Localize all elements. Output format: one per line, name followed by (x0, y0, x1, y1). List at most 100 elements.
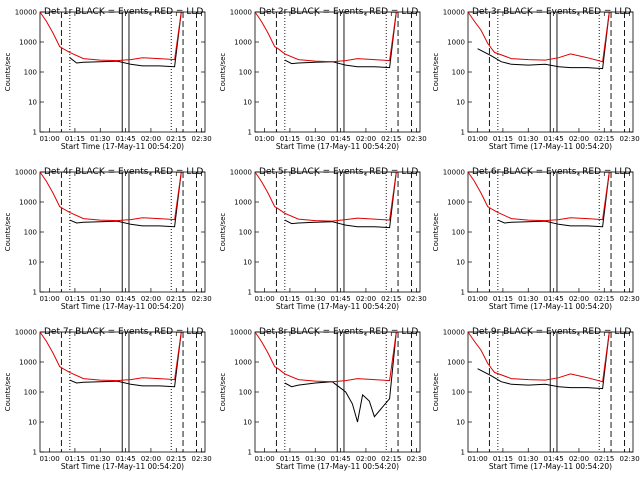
y-tick-label: 1 (248, 449, 252, 457)
y-tick-label: 100 (239, 69, 252, 77)
series-events (477, 331, 610, 390)
x-tick-label: 01:30 (305, 295, 325, 303)
series-events (497, 171, 610, 228)
x-tick-label: 01:15 (280, 135, 300, 143)
y-tick-label: 1000 (234, 359, 252, 367)
y-tick-label: 100 (239, 229, 252, 237)
y-tick-label: 1000 (234, 199, 252, 207)
y-tick-label: 1 (33, 289, 37, 297)
series-events (284, 171, 397, 229)
series-lld (39, 11, 182, 62)
x-tick-label: 01:00 (39, 295, 59, 303)
x-tick-label: 01:15 (493, 295, 513, 303)
x-tick-label: 01:45 (544, 295, 564, 303)
x-tick-label: 01:45 (331, 295, 351, 303)
x-tick-label: 02:00 (356, 295, 376, 303)
y-tick-label: 100 (24, 389, 37, 397)
x-tick-label: 02:30 (620, 455, 640, 463)
x-tick-label: 02:00 (141, 295, 161, 303)
x-tick-label: 01:30 (90, 135, 110, 143)
x-tick-label: 02:30 (407, 295, 427, 303)
y-tick-label: 100 (452, 229, 465, 237)
x-tick-label: 02:30 (192, 455, 212, 463)
x-tick-label: 02:15 (594, 135, 614, 143)
y-tick-label: 100 (24, 69, 37, 77)
x-tick-label: 02:15 (381, 295, 401, 303)
x-tick-label: 01:45 (544, 455, 564, 463)
x-tick-label: 02:15 (166, 455, 186, 463)
x-tick-label: 01:00 (39, 455, 59, 463)
x-tick-label: 02:30 (620, 295, 640, 303)
x-tick-label: 02:30 (192, 135, 212, 143)
y-axis-label: Counts/sec (432, 53, 440, 92)
x-tick-label: 01:00 (467, 135, 487, 143)
x-tick-label: 02:15 (594, 455, 614, 463)
y-tick-label: 100 (239, 389, 252, 397)
x-tick-label: 01:45 (116, 295, 136, 303)
x-axis-label: Start Time (17-May-11 00:54:20) (61, 302, 184, 311)
y-tick-label: 10000 (443, 329, 465, 337)
x-tick-label: 02:30 (620, 135, 640, 143)
y-axis-label: Counts/sec (219, 213, 227, 252)
y-tick-label: 10 (456, 419, 465, 427)
x-tick-label: 01:00 (39, 135, 59, 143)
y-tick-label: 10 (28, 419, 37, 427)
x-axis-label: Start Time (17-May-11 00:54:20) (489, 302, 612, 311)
x-tick-label: 02:00 (141, 455, 161, 463)
x-tick-label: 01:00 (254, 455, 274, 463)
series-lld (254, 11, 397, 63)
x-tick-label: 02:00 (569, 135, 589, 143)
series-lld (39, 171, 182, 222)
x-tick-label: 01:30 (305, 135, 325, 143)
y-tick-label: 10000 (15, 329, 37, 337)
y-tick-label: 10 (456, 99, 465, 107)
x-tick-label: 02:00 (569, 455, 589, 463)
series-events (69, 331, 182, 388)
y-tick-label: 1000 (234, 39, 252, 47)
x-axis-label: Start Time (17-May-11 00:54:20) (61, 462, 184, 471)
x-tick-label: 02:15 (381, 455, 401, 463)
x-tick-label: 01:45 (544, 135, 564, 143)
x-tick-label: 02:30 (192, 295, 212, 303)
x-tick-label: 02:00 (356, 455, 376, 463)
x-tick-label: 01:15 (280, 455, 300, 463)
x-tick-label: 01:15 (493, 135, 513, 143)
series-events (284, 331, 397, 423)
x-tick-label: 01:45 (331, 455, 351, 463)
x-tick-label: 02:15 (381, 135, 401, 143)
y-tick-label: 1 (248, 129, 252, 137)
x-axis-label: Start Time (17-May-11 00:54:20) (276, 462, 399, 471)
x-tick-label: 01:15 (493, 455, 513, 463)
series-events (284, 11, 397, 69)
y-axis-label: Counts/sec (432, 213, 440, 252)
y-axis-label: Counts/sec (4, 53, 12, 92)
y-tick-label: 1 (248, 289, 252, 297)
y-tick-label: 10000 (230, 9, 252, 17)
y-tick-label: 10 (243, 419, 252, 427)
x-axis-label: Start Time (17-May-11 00:54:20) (276, 302, 399, 311)
series-lld (254, 331, 397, 383)
x-axis-label: Start Time (17-May-11 00:54:20) (489, 462, 612, 471)
y-tick-label: 10 (243, 259, 252, 267)
series-lld (467, 331, 610, 383)
y-axis-label: Counts/sec (4, 373, 12, 412)
x-tick-label: 02:15 (594, 295, 614, 303)
x-axis-label: Start Time (17-May-11 00:54:20) (489, 142, 612, 151)
y-tick-label: 100 (24, 229, 37, 237)
x-tick-label: 02:15 (166, 295, 186, 303)
x-tick-label: 02:00 (141, 135, 161, 143)
x-tick-label: 01:15 (280, 295, 300, 303)
x-tick-label: 01:00 (254, 295, 274, 303)
y-tick-label: 1 (461, 289, 465, 297)
x-tick-label: 01:30 (90, 455, 110, 463)
y-tick-label: 1000 (447, 39, 465, 47)
x-tick-label: 01:00 (467, 455, 487, 463)
x-axis-label: Start Time (17-May-11 00:54:20) (276, 142, 399, 151)
y-tick-label: 10 (243, 99, 252, 107)
